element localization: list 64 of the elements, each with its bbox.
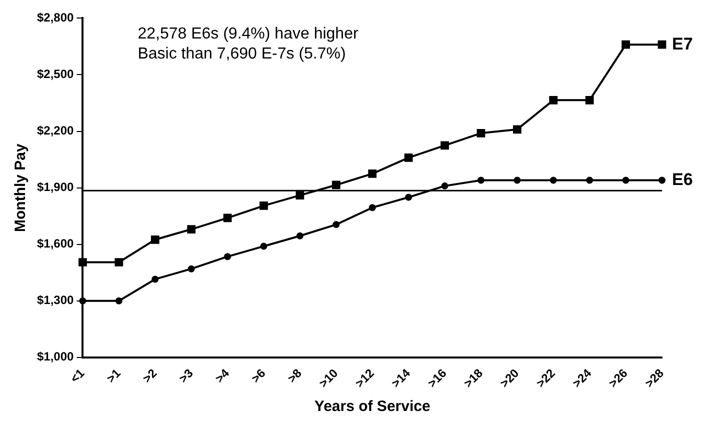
point [152,276,159,283]
y-tick-label: $1,000 [37,350,74,364]
point [622,176,630,184]
point [368,169,377,178]
point [296,232,304,240]
point [115,297,122,304]
x-tick-label: >6 [248,366,268,386]
annotation: Basic than 7,690 E-7s (5.7%) [138,46,346,63]
series-label: E6 [672,170,693,189]
x-tick-label: >18 [461,366,486,390]
y-tick-label: $2,800 [37,10,74,25]
x-tick-label: >4 [212,366,232,386]
point [441,182,448,190]
point [260,202,268,210]
x-tick-label: >8 [284,366,305,386]
point [79,297,86,304]
point [187,225,196,234]
point [150,235,160,244]
point [658,176,666,184]
point [296,191,304,200]
annotation: 22,578 E6s (9.4%) have higher [138,26,359,43]
y-axis-title: Monthly Pay [12,142,30,232]
point [585,96,594,104]
point [477,176,484,184]
point [223,214,232,222]
point [550,176,557,184]
x-tick-label: >14 [388,366,414,390]
series-label: E7 [672,34,693,54]
point [114,258,124,266]
point [404,153,413,162]
point [332,180,340,190]
point [368,204,376,212]
x-tick-label: >28 [642,366,667,390]
x-tick-label: >2 [140,366,160,386]
x-axis-title: Years of Service [314,398,430,416]
point [622,40,630,49]
point [586,176,594,184]
y-tick-label: $1,900 [37,180,74,194]
point [440,141,449,150]
x-tick-label: >10 [316,366,341,390]
point [514,176,521,184]
point [188,265,195,272]
point [332,221,340,228]
point [78,258,87,266]
point [512,125,522,134]
x-tick-label: >26 [606,366,630,390]
x-tick-label: >12 [352,366,378,390]
x-tick-label: >3 [176,366,196,386]
y-tick-label: $1,600 [37,236,74,251]
point [405,194,412,201]
x-tick-label: >20 [497,366,522,390]
point [658,40,666,49]
x-tick-label: >1 [104,366,124,386]
y-tick-label: $2,500 [37,67,74,82]
y-tick-label: $2,200 [37,124,74,138]
x-tick-label: >22 [534,366,558,390]
y-tick-label: $1,300 [37,293,74,308]
point [224,253,232,260]
x-tick-label: >24 [570,366,594,390]
x-tick-label: <1 [68,366,88,386]
point [549,96,558,104]
point [476,128,486,138]
point [260,242,268,250]
x-tick-label: >16 [424,366,450,390]
